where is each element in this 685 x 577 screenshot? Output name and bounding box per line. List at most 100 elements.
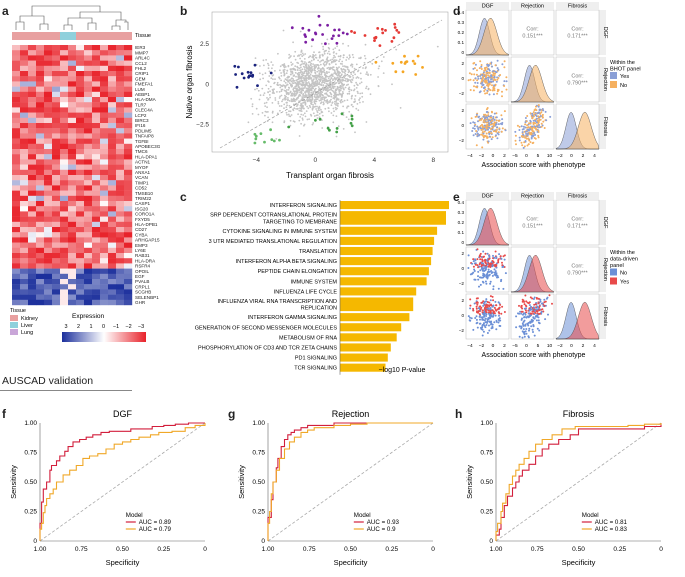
scatter-point [305,84,307,86]
heatmap-cell [44,294,53,300]
scatter-point [328,66,330,69]
scatter-point [280,84,283,87]
heatmap-cell [68,91,77,98]
heatmap-cell [12,138,21,144]
pairs-point [520,305,523,308]
highlighted-point [335,41,339,45]
heatmap-cell [92,180,101,186]
gene-label: CORO1A [135,212,155,217]
pairs-point [547,313,549,316]
scatter-point [328,71,330,74]
heatmap-cell [20,138,29,144]
pairs-point [478,285,480,288]
scatter-point [346,105,349,108]
heatmap-cell [28,128,37,134]
heatmap-cell [84,175,93,181]
scatter-point [319,80,322,83]
heatmap-cell [100,86,109,92]
scatter-point [323,97,326,99]
heatmap-cell [84,227,93,233]
scatter-point [277,84,280,87]
scatter-point [356,103,359,105]
scatter-point [312,105,314,108]
scatter-point [365,66,367,69]
pairs-point [484,305,487,308]
highlighted-point [333,28,336,32]
scatter-point [299,76,302,79]
heatmap-cell [12,299,21,306]
dendrogram-branch [39,23,49,30]
pairs-x-tick: 0 [570,153,573,159]
scatter-point [350,73,353,75]
scatter-point [300,110,303,112]
heatmap-cell [92,294,101,300]
scatter-point [270,61,273,63]
heatmap-cell [100,76,109,82]
pairs-point [488,124,491,127]
scatter-point [298,93,301,96]
pairs-y-tick: −2 [459,281,465,286]
heatmap-cell [60,50,69,56]
highlighted-point [414,73,418,76]
tissue-cell [84,32,92,40]
heatmap-cell [116,91,125,98]
pairs-point [495,116,498,119]
scatter-point [330,93,333,96]
heatmap-cell [44,268,53,274]
heatmap-cell [12,185,21,191]
scatter-point [345,116,348,118]
scatter-point [299,91,301,94]
scatter-point [325,88,328,91]
scatter-point [264,105,267,107]
pairs-point [530,318,533,321]
pairs-x-tick: 0 [525,153,528,159]
heatmap-cell [92,247,101,254]
pairs-point [521,322,524,325]
roc-legend-label: AUC = 0.93 [367,519,400,526]
pairs-point [483,307,486,310]
scatter-point [306,94,308,97]
pairs-point [483,67,486,70]
highlighted-point [314,32,318,36]
pairs-point [474,63,477,66]
pairs-point [494,270,497,273]
heatmap-cell [92,164,101,170]
heatmap-cell [28,55,37,61]
heatmap-cell [76,258,85,264]
corr-label: Corr: [526,27,539,33]
scatter-point [291,94,294,97]
pairs-point [497,68,500,71]
heatmap-cell [84,102,93,108]
pairs-point [473,127,476,130]
pairs-point [531,125,534,128]
scatter-point [321,86,324,89]
heatmap-cell [60,107,69,113]
pairs-point [535,109,538,112]
heatmap-cell [124,76,133,82]
pairs-point [498,314,500,317]
tissue-legend-title: Tissue [10,308,26,314]
heatmap-cell [36,128,45,134]
highlighted-point [270,138,274,142]
heatmap-cell [20,216,29,222]
heatmap-cell [36,149,45,155]
pairs-col-strip [556,2,599,9]
scatter-point [333,59,335,62]
pairs-point [481,74,484,76]
pathway-label: PEPTIDE CHAIN ELONGATION [258,269,337,275]
heatmap-cell [76,91,85,98]
pairs-col-strip [511,192,554,199]
scatter-point [295,105,298,107]
heatmap-cell [60,247,69,254]
pairs-col-label: Rejection [521,4,544,10]
pairs-point [487,258,490,261]
pairs-y-tick: 2 [461,108,464,113]
corr-value: 0.171*** [567,34,588,40]
heatmap-cell [60,237,69,243]
scatter-point [341,60,344,63]
scatter-point [290,77,293,80]
bar-axis: 051015 [339,200,341,375]
highlighted-point [326,126,330,130]
pairs-point [501,90,503,93]
